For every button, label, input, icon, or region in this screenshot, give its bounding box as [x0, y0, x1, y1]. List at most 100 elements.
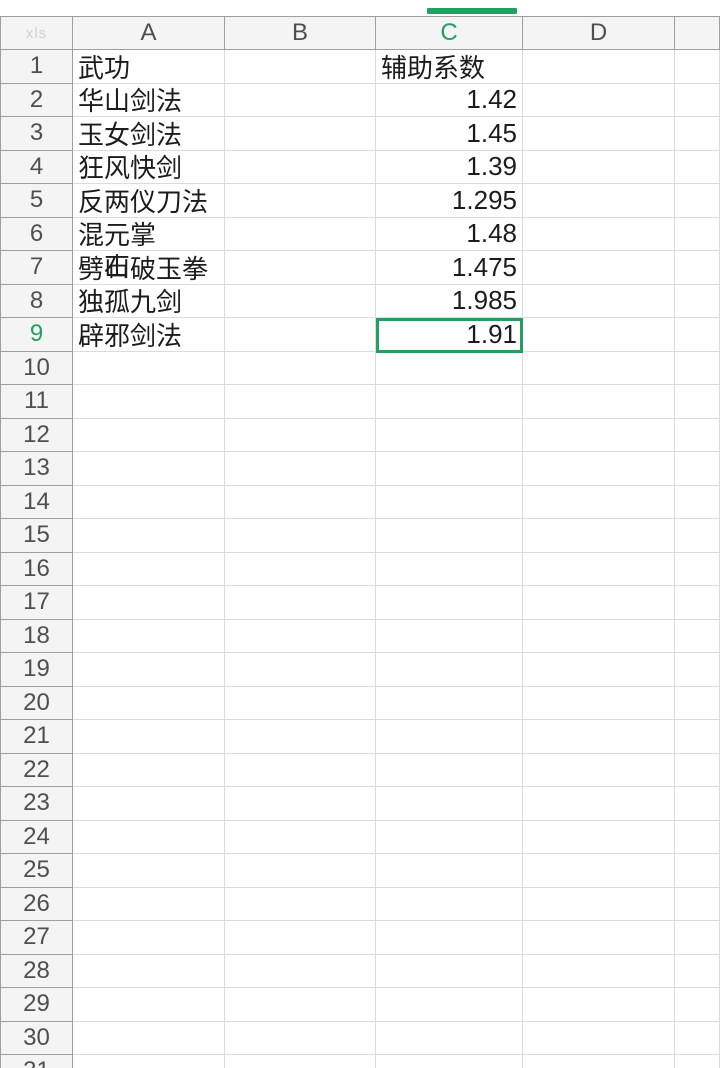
cell-C4[interactable]: 1.39	[376, 150, 523, 184]
cell-D23[interactable]	[523, 787, 675, 821]
cell-D30[interactable]	[523, 1021, 675, 1055]
cell-A21[interactable]	[73, 720, 225, 754]
cell-A10[interactable]	[73, 351, 225, 385]
row-header-11[interactable]: 11	[0, 385, 73, 419]
cell-A12[interactable]	[73, 418, 225, 452]
cell-D12[interactable]	[523, 418, 675, 452]
row-header-20[interactable]: 20	[0, 686, 73, 720]
cell-E1[interactable]	[675, 50, 720, 84]
row-header-14[interactable]: 14	[0, 485, 73, 519]
cell-E25[interactable]	[675, 854, 720, 888]
cell-B21[interactable]	[225, 720, 376, 754]
row-header-23[interactable]: 23	[0, 787, 73, 821]
cell-C6[interactable]: 1.48	[376, 217, 523, 251]
cell-D26[interactable]	[523, 887, 675, 921]
cell-B8[interactable]	[225, 284, 376, 318]
cell-E26[interactable]	[675, 887, 720, 921]
cell-C12[interactable]	[376, 418, 523, 452]
cell-A4[interactable]: 狂风快剑	[73, 150, 225, 184]
cell-D31[interactable]	[523, 1055, 675, 1068]
cell-E22[interactable]	[675, 753, 720, 787]
row-header-15[interactable]: 15	[0, 519, 73, 553]
cell-D19[interactable]	[523, 653, 675, 687]
cell-A7[interactable]: 劈山石破玉拳	[73, 251, 225, 285]
cell-D18[interactable]	[523, 619, 675, 653]
cell-C18[interactable]	[376, 619, 523, 653]
cell-D29[interactable]	[523, 988, 675, 1022]
cell-E13[interactable]	[675, 452, 720, 486]
column-header-C[interactable]: C	[376, 16, 523, 50]
cell-B23[interactable]	[225, 787, 376, 821]
cell-C11[interactable]	[376, 385, 523, 419]
cell-D28[interactable]	[523, 954, 675, 988]
cell-B13[interactable]	[225, 452, 376, 486]
cell-B14[interactable]	[225, 485, 376, 519]
row-header-27[interactable]: 27	[0, 921, 73, 955]
cell-E6[interactable]	[675, 217, 720, 251]
cell-D17[interactable]	[523, 586, 675, 620]
row-header-31[interactable]: 31	[0, 1055, 73, 1068]
cell-C28[interactable]	[376, 954, 523, 988]
row-header-24[interactable]: 24	[0, 820, 73, 854]
cell-A27[interactable]	[73, 921, 225, 955]
cell-B7[interactable]	[225, 251, 376, 285]
cell-E10[interactable]	[675, 351, 720, 385]
cell-D21[interactable]	[523, 720, 675, 754]
cell-D11[interactable]	[523, 385, 675, 419]
cell-C13[interactable]	[376, 452, 523, 486]
cell-C30[interactable]	[376, 1021, 523, 1055]
row-header-13[interactable]: 13	[0, 452, 73, 486]
row-header-16[interactable]: 16	[0, 552, 73, 586]
cell-B2[interactable]	[225, 83, 376, 117]
row-header-9[interactable]: 9	[0, 318, 73, 352]
cell-D22[interactable]	[523, 753, 675, 787]
cell-C2[interactable]: 1.42	[376, 83, 523, 117]
row-header-10[interactable]: 10	[0, 351, 73, 385]
cell-A28[interactable]	[73, 954, 225, 988]
cell-A6[interactable]: 混元掌	[73, 217, 225, 251]
row-header-1[interactable]: 1	[0, 50, 73, 84]
cell-A2[interactable]: 华山剑法	[73, 83, 225, 117]
column-header-partial[interactable]	[675, 16, 720, 50]
cell-A29[interactable]	[73, 988, 225, 1022]
row-header-30[interactable]: 30	[0, 1021, 73, 1055]
cell-D10[interactable]	[523, 351, 675, 385]
cell-B12[interactable]	[225, 418, 376, 452]
cell-D16[interactable]	[523, 552, 675, 586]
cell-E17[interactable]	[675, 586, 720, 620]
cell-A5[interactable]: 反两仪刀法	[73, 184, 225, 218]
cell-B1[interactable]	[225, 50, 376, 84]
cell-B3[interactable]	[225, 117, 376, 151]
cell-B24[interactable]	[225, 820, 376, 854]
row-header-18[interactable]: 18	[0, 619, 73, 653]
row-header-5[interactable]: 5	[0, 184, 73, 218]
cell-E27[interactable]	[675, 921, 720, 955]
row-header-25[interactable]: 25	[0, 854, 73, 888]
select-all-corner[interactable]: xls	[0, 16, 73, 50]
cell-A24[interactable]	[73, 820, 225, 854]
cell-D15[interactable]	[523, 519, 675, 553]
cell-A14[interactable]	[73, 485, 225, 519]
cell-E12[interactable]	[675, 418, 720, 452]
cell-B9[interactable]	[225, 318, 376, 352]
cell-B4[interactable]	[225, 150, 376, 184]
cell-A13[interactable]	[73, 452, 225, 486]
cell-E5[interactable]	[675, 184, 720, 218]
cell-D27[interactable]	[523, 921, 675, 955]
cell-B5[interactable]	[225, 184, 376, 218]
cell-C15[interactable]	[376, 519, 523, 553]
cell-D24[interactable]	[523, 820, 675, 854]
cell-E8[interactable]	[675, 284, 720, 318]
cell-A15[interactable]	[73, 519, 225, 553]
cell-A31[interactable]	[73, 1055, 225, 1068]
cell-C25[interactable]	[376, 854, 523, 888]
cell-C24[interactable]	[376, 820, 523, 854]
cell-C20[interactable]	[376, 686, 523, 720]
cell-D14[interactable]	[523, 485, 675, 519]
cell-B16[interactable]	[225, 552, 376, 586]
cell-A30[interactable]	[73, 1021, 225, 1055]
cell-E4[interactable]	[675, 150, 720, 184]
cell-C19[interactable]	[376, 653, 523, 687]
cell-D3[interactable]	[523, 117, 675, 151]
cell-A16[interactable]	[73, 552, 225, 586]
